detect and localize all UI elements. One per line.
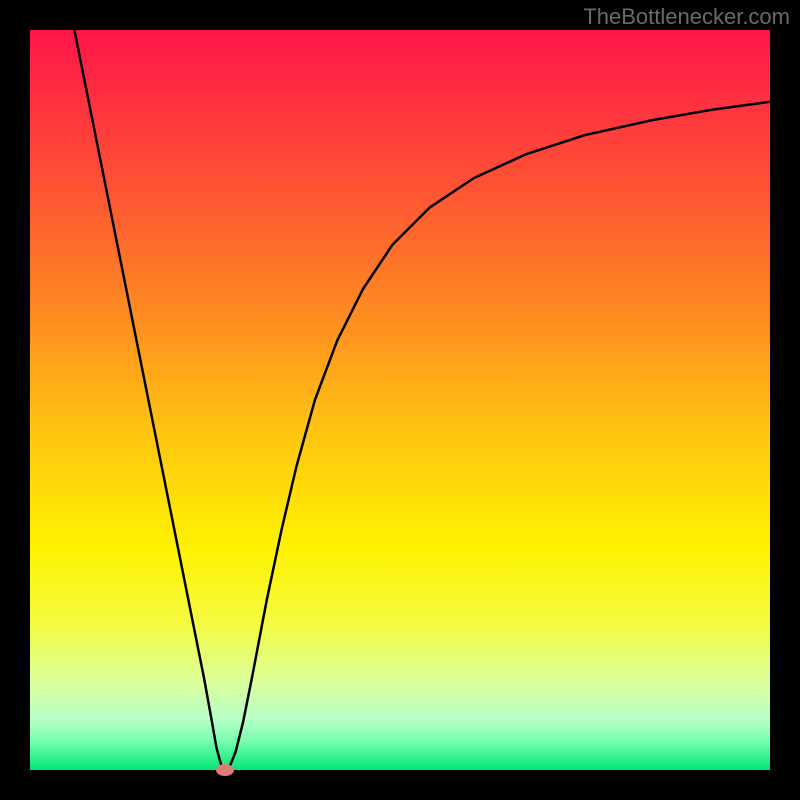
plot-area	[30, 30, 770, 770]
attribution-watermark: TheBottlenecker.com	[583, 4, 790, 30]
chart-container: TheBottlenecker.com	[0, 0, 800, 800]
gradient-background	[30, 30, 770, 770]
optimum-marker	[216, 764, 234, 776]
